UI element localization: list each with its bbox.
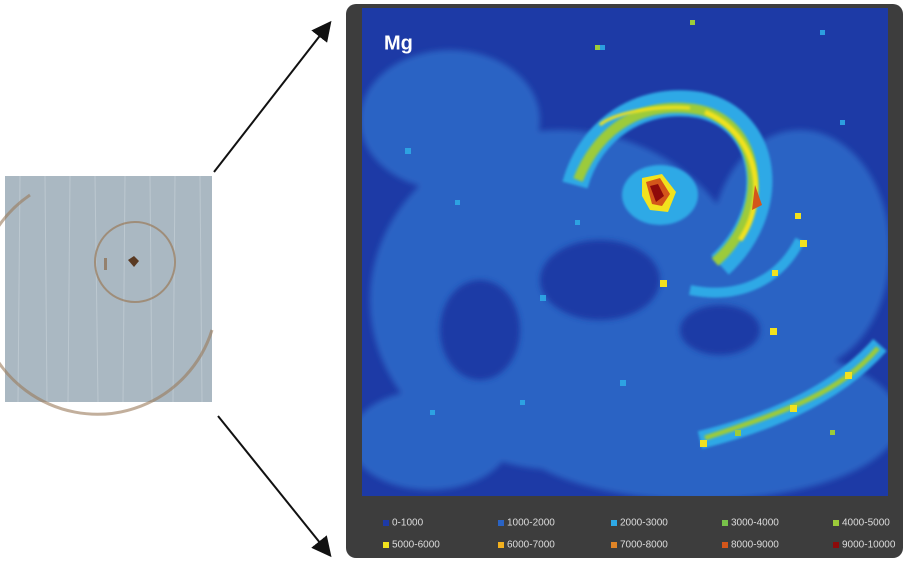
arrow — [217, 415, 332, 558]
legend-label: 9000-10000 — [842, 540, 896, 551]
sample-photo — [0, 175, 214, 416]
legend-swatch — [722, 542, 728, 548]
heatmap — [362, 8, 888, 496]
legend-label: 6000-7000 — [507, 540, 555, 551]
legend-swatch — [833, 542, 839, 548]
legend-label: 5000-6000 — [392, 540, 440, 551]
legend-swatch — [722, 520, 728, 526]
legend: 0-1000 1000-2000 2000-3000 3000-4000 4000-50… — [383, 518, 896, 551]
legend-label: 2000-3000 — [620, 518, 668, 529]
legend-label: 1000-2000 — [507, 518, 555, 529]
legend-swatch — [383, 542, 389, 548]
legend-label: 7000-8000 — [620, 540, 668, 551]
legend-label: 3000-4000 — [731, 518, 779, 529]
legend-label: 0-1000 — [392, 518, 424, 529]
legend-swatch — [383, 520, 389, 526]
legend-swatch — [498, 520, 504, 526]
legend-label: 8000-9000 — [731, 540, 779, 551]
legend-swatch — [611, 520, 617, 526]
arrow — [213, 20, 332, 173]
legend-swatch — [498, 542, 504, 548]
legend-label: 4000-5000 — [842, 518, 890, 529]
legend-swatch — [833, 520, 839, 526]
legend-swatch — [611, 542, 617, 548]
element-label: Mg — [384, 32, 413, 54]
